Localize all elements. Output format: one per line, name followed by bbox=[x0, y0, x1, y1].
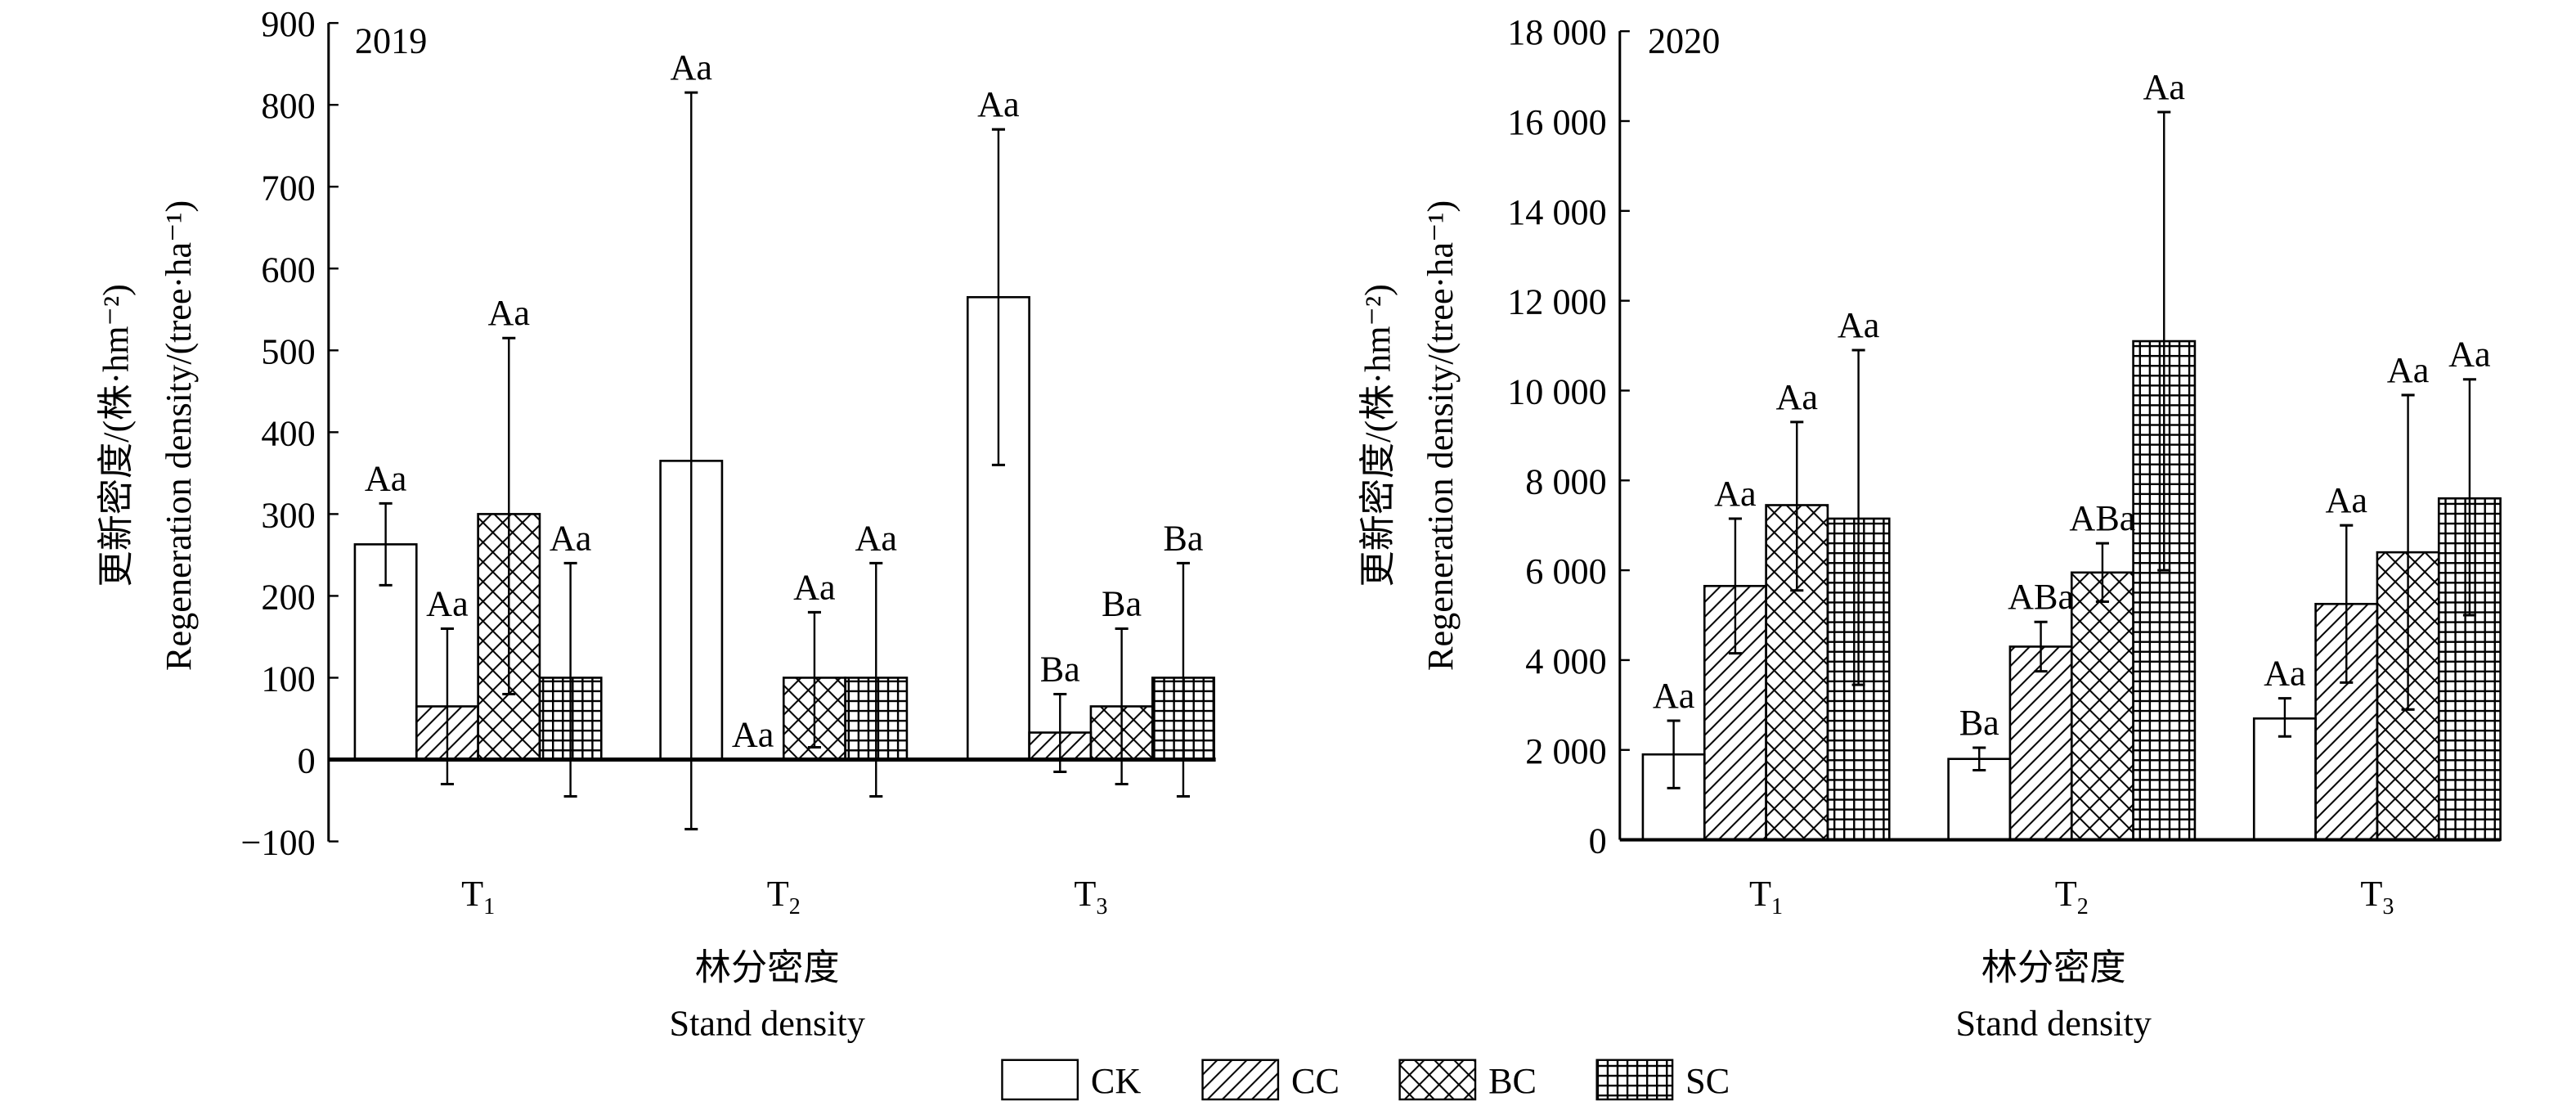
x-tick-subscript: 2 bbox=[789, 894, 801, 919]
y-tick-label: 800 bbox=[261, 86, 315, 126]
significance-label: Aa bbox=[1775, 377, 1818, 417]
y-axis-label-cn: 更新密度/(株·hm⁻²) bbox=[96, 284, 137, 587]
legend-swatch-ck bbox=[1001, 1059, 1079, 1101]
y-tick-label: 100 bbox=[261, 659, 315, 699]
chart-2019: 2019 更新密度/(株·hm⁻²) Regeneration density/… bbox=[96, 4, 1216, 1044]
legend: CK CC BC SC bbox=[1001, 1059, 1730, 1101]
x-tick-label: T1 bbox=[1749, 874, 1783, 919]
y-tick-label: 6 000 bbox=[1525, 551, 1606, 591]
significance-label: Ba bbox=[1163, 518, 1203, 558]
x-axis-label-cn: 林分密度 bbox=[1981, 947, 2126, 987]
y-axis-label-en: Regeneration density/(tree·ha⁻¹) bbox=[1420, 200, 1461, 671]
y-tick-label: 14 000 bbox=[1507, 192, 1607, 232]
significance-label: Ba bbox=[1102, 583, 1142, 623]
y-axis-label-en: Regeneration density/(tree·ha⁻¹) bbox=[159, 200, 199, 671]
significance-label: Aa bbox=[488, 293, 531, 333]
significance-label: Aa bbox=[2448, 335, 2491, 375]
y-tick-label: 700 bbox=[261, 168, 315, 208]
y-tick-label: 900 bbox=[261, 4, 315, 44]
y-tick-label: 8 000 bbox=[1525, 461, 1606, 501]
legend-label-ck: CK bbox=[1091, 1061, 1141, 1101]
y-tick-label: 0 bbox=[1589, 821, 1607, 861]
significance-label: Aa bbox=[793, 567, 836, 607]
significance-label: Aa bbox=[2325, 480, 2367, 520]
x-tick-subscript: 3 bbox=[2382, 894, 2394, 919]
legend-swatch-bc bbox=[1398, 1059, 1477, 1101]
significance-label: Aa bbox=[977, 84, 1020, 124]
x-tick-subscript: 1 bbox=[483, 894, 495, 919]
significance-label: Aa bbox=[1714, 474, 1757, 514]
y-tick-label: 16 000 bbox=[1507, 102, 1607, 142]
y-tick-label: 200 bbox=[261, 578, 315, 618]
chart-title: 2019 bbox=[355, 20, 427, 61]
significance-label: ABa bbox=[2008, 577, 2074, 617]
y-tick-label: 12 000 bbox=[1507, 282, 1607, 322]
x-axis-label-en: Stand density bbox=[670, 1004, 865, 1044]
y-tick-label: 4 000 bbox=[1525, 641, 1606, 681]
chart-title: 2020 bbox=[1648, 20, 1720, 61]
y-tick-label: 300 bbox=[261, 495, 315, 535]
y-tick-label: 0 bbox=[298, 741, 316, 781]
significance-label: ABa bbox=[2069, 498, 2135, 538]
legend-swatch-sc bbox=[1595, 1059, 1674, 1101]
significance-label: Aa bbox=[1838, 305, 1880, 345]
y-tick-label: 400 bbox=[261, 413, 315, 453]
legend-label-sc: SC bbox=[1685, 1061, 1730, 1101]
bar-cc bbox=[2008, 645, 2073, 841]
bar-ck bbox=[1947, 758, 2012, 841]
significance-label: Aa bbox=[2387, 350, 2430, 390]
x-axis-label-en: Stand density bbox=[1955, 1004, 2151, 1044]
significance-label: Aa bbox=[670, 47, 712, 88]
significance-label: Ba bbox=[1959, 703, 1999, 743]
significance-label: Aa bbox=[426, 583, 469, 623]
legend-label-bc: BC bbox=[1488, 1061, 1537, 1101]
y-tick-label: 2 000 bbox=[1525, 731, 1606, 771]
x-tick-label: T2 bbox=[767, 874, 801, 919]
significance-label: Ba bbox=[1040, 649, 1080, 689]
significance-label: Aa bbox=[550, 518, 592, 558]
legend-swatch-cc bbox=[1201, 1059, 1280, 1101]
significance-label: Aa bbox=[365, 458, 407, 498]
y-tick-label: −100 bbox=[241, 823, 316, 863]
x-tick-subscript: 3 bbox=[1096, 894, 1107, 919]
x-axis-label-cn: 林分密度 bbox=[695, 947, 840, 987]
significance-label: Aa bbox=[732, 714, 774, 754]
significance-label: Aa bbox=[2143, 67, 2185, 107]
significance-label: Aa bbox=[1653, 676, 1695, 716]
bar-bc bbox=[2070, 571, 2134, 841]
x-tick-label: T2 bbox=[2055, 874, 2089, 919]
y-tick-label: 18 000 bbox=[1507, 12, 1607, 52]
y-axis-label-cn: 更新密度/(株·hm⁻²) bbox=[1358, 284, 1398, 587]
y-tick-label: 600 bbox=[261, 250, 315, 290]
y-tick-label: 500 bbox=[261, 331, 315, 371]
significance-label: Aa bbox=[2264, 654, 2306, 694]
legend-label-cc: CC bbox=[1291, 1061, 1340, 1101]
x-tick-subscript: 2 bbox=[2077, 894, 2089, 919]
y-tick-label: 10 000 bbox=[1507, 372, 1607, 412]
x-tick-label: T3 bbox=[2360, 874, 2394, 919]
x-tick-label: T1 bbox=[461, 874, 495, 919]
significance-label: Aa bbox=[855, 518, 897, 558]
chart-2020: 2020 更新密度/(株·hm⁻²) Regeneration density/… bbox=[1358, 12, 2502, 1044]
x-tick-subscript: 1 bbox=[1771, 894, 1783, 919]
x-tick-label: T3 bbox=[1074, 874, 1107, 919]
